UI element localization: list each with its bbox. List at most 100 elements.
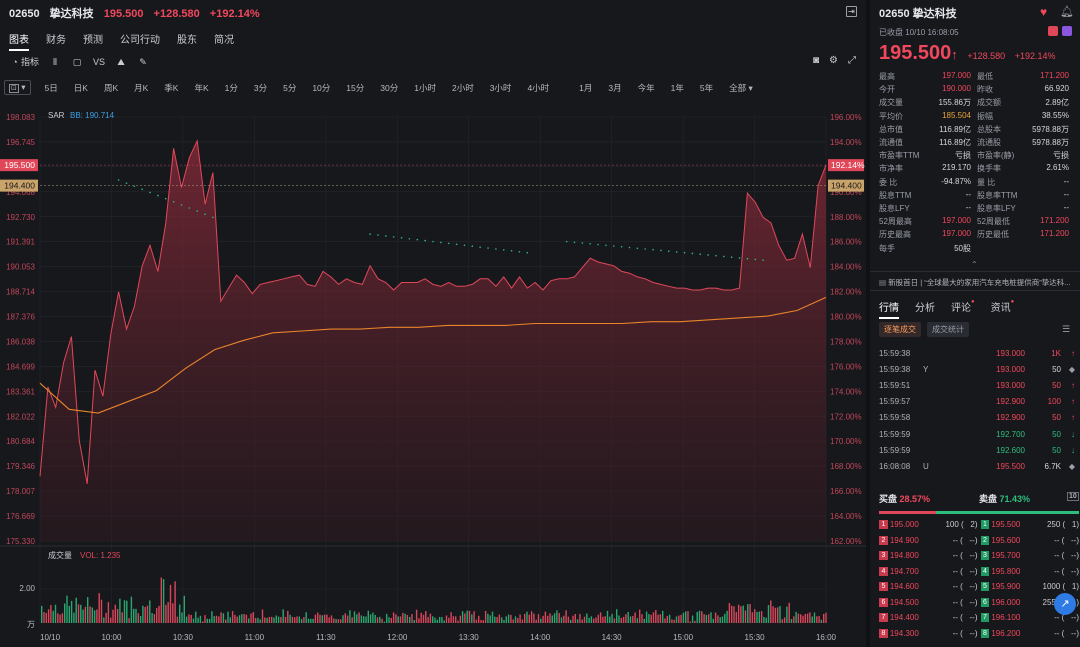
bid-price[interactable]: 194.700 xyxy=(889,566,919,576)
sar-dot xyxy=(636,247,639,250)
ask-price[interactable]: 195.500 xyxy=(991,520,1021,530)
favorite-heart-icon[interactable]: ♥ xyxy=(1040,5,1048,19)
range-3mo[interactable]: 3月 xyxy=(608,82,622,93)
volume-bar xyxy=(330,615,333,623)
period-4h[interactable]: 4小时 xyxy=(527,82,550,93)
range-1y[interactable]: 1年 xyxy=(670,82,684,93)
stat-value: 171.200 xyxy=(1040,71,1069,81)
tab-forecast[interactable]: 预测 xyxy=(83,35,103,46)
list-menu-icon[interactable]: ☰ xyxy=(1062,324,1071,334)
range-5y[interactable]: 5年 xyxy=(699,82,714,93)
range-all[interactable]: 全部 ▾ xyxy=(729,82,753,93)
bid-qty: -- ( --) xyxy=(952,613,978,623)
period-3m[interactable]: 3分 xyxy=(253,82,268,93)
bid-level: 3 xyxy=(879,551,888,561)
period-weekly[interactable]: 周K xyxy=(103,82,119,93)
price-chart[interactable]: 198.083196.745195.406194.068192.730191.3… xyxy=(0,100,866,647)
volume-bar xyxy=(404,613,406,623)
period-dropdown[interactable]: ⊡ ▾ xyxy=(4,80,31,95)
camera-icon[interactable]: ◙ xyxy=(812,55,820,66)
bid-price[interactable]: 195.000 xyxy=(889,520,919,530)
bid-price[interactable]: 194.400 xyxy=(889,613,919,623)
depth-level-button[interactable]: 10 xyxy=(1067,492,1079,501)
tab-corporate-actions[interactable]: 公司行动 xyxy=(120,35,160,46)
volume-bar xyxy=(254,618,257,623)
period-30m[interactable]: 30分 xyxy=(380,82,399,93)
volume-bar xyxy=(737,604,740,623)
volume-bar xyxy=(724,613,726,623)
bid-price[interactable]: 194.500 xyxy=(889,597,919,607)
tab-profile[interactable]: 简况 xyxy=(214,35,234,46)
bid-price[interactable]: 194.800 xyxy=(889,551,919,561)
ask-price[interactable]: 196.000 xyxy=(991,597,1021,607)
panel-divider[interactable] xyxy=(866,0,870,647)
share-float-button[interactable]: ↗ xyxy=(1054,593,1076,615)
ask-price[interactable]: 195.700 xyxy=(991,551,1021,561)
settings-icon[interactable]: ⚙ xyxy=(829,55,838,66)
subtab-tick[interactable]: 逐笔成交 xyxy=(879,322,921,337)
period-5d[interactable]: 5日 xyxy=(44,82,58,93)
candle-type-icon[interactable]: ⫴ xyxy=(53,56,57,67)
period-daily[interactable]: 日K xyxy=(73,82,88,93)
fullscreen-icon[interactable]: ⤢ xyxy=(848,55,856,66)
arrow-up-icon: ↑ xyxy=(1071,348,1075,358)
stat-cell: 最高 197.000 xyxy=(879,71,977,82)
ask-price[interactable]: 196.200 xyxy=(991,628,1021,638)
volume-bar xyxy=(779,606,781,623)
volume-bar xyxy=(363,616,365,623)
subtab-stats[interactable]: 成交统计 xyxy=(927,322,969,337)
sar-dot xyxy=(597,243,599,246)
y-tick-right: 168.00% xyxy=(830,462,862,471)
order-book-row: 2 194.900 -- ( --) 2 195.600 -- ( --) xyxy=(879,533,1079,549)
bell-icon[interactable]: 🔔︎ xyxy=(1060,6,1074,18)
ask-price[interactable]: 195.800 xyxy=(991,566,1021,576)
draw-pen-icon[interactable]: ✎ xyxy=(139,56,147,67)
period-quarterly[interactable]: 季K xyxy=(164,82,179,93)
volume-bar xyxy=(802,615,804,623)
stat-row: 每手 50股 xyxy=(879,241,1075,254)
volume-bar xyxy=(273,617,275,623)
tab-shareholders[interactable]: 股东 xyxy=(177,35,197,46)
period-yearly[interactable]: 年K xyxy=(194,82,209,93)
bid-price[interactable]: 194.300 xyxy=(889,628,919,638)
bid-price[interactable]: 194.600 xyxy=(889,582,919,592)
ask-price[interactable]: 195.600 xyxy=(991,535,1021,545)
period-10m[interactable]: 10分 xyxy=(312,82,331,93)
chevron-down-icon: ▾ xyxy=(748,82,753,93)
period-2h[interactable]: 2小时 xyxy=(451,82,474,93)
period-3h[interactable]: 3小时 xyxy=(489,82,512,93)
range-1mo[interactable]: 1月 xyxy=(579,82,593,93)
period-1m[interactable]: 1分 xyxy=(224,82,238,93)
compare-button[interactable]: VS xyxy=(93,56,106,67)
collapse-panel-icon[interactable]: ⇥ xyxy=(846,6,857,17)
bid-price[interactable]: 194.900 xyxy=(889,535,919,545)
stat-label: 股息率LFY xyxy=(977,203,1016,213)
volume-bar xyxy=(110,617,112,623)
period-1h[interactable]: 1小时 xyxy=(414,82,436,93)
tab-chart[interactable]: 图表 xyxy=(9,31,29,51)
square-icon[interactable]: ▢ xyxy=(72,56,82,67)
period-5m[interactable]: 5分 xyxy=(283,82,297,93)
trade-vol: 1K xyxy=(1051,348,1061,358)
indicators-button[interactable]: ◔ 指标 xyxy=(9,55,39,68)
ask-price[interactable]: 195.900 xyxy=(991,582,1021,592)
x-tick: 10/10 xyxy=(40,633,61,642)
tab-analysis[interactable]: 分析 xyxy=(915,303,935,314)
y-tick-left: 179.346 xyxy=(6,462,35,471)
ask-price[interactable]: 196.100 xyxy=(991,613,1021,623)
ask-level: 2 xyxy=(980,535,990,545)
volume-bar xyxy=(701,611,703,623)
tab-comments[interactable]: 评论● xyxy=(951,299,975,314)
tab-financials[interactable]: 财务 xyxy=(46,35,66,46)
collapse-chevron-icon[interactable]: ⌃ xyxy=(971,260,978,269)
range-ytd[interactable]: 今年 xyxy=(637,82,655,93)
volume-bar xyxy=(790,619,793,623)
volume-bar xyxy=(823,613,825,623)
tab-news[interactable]: 资讯● xyxy=(990,299,1015,314)
y-tick-left: 196.745 xyxy=(6,138,35,147)
news-ticker[interactable]: ▤ 新股首日 | “全球最大的家用汽车充电桩提供商”挚达科... xyxy=(879,278,1071,287)
tab-market[interactable]: 行情 xyxy=(879,299,899,319)
period-monthly[interactable]: 月K xyxy=(134,82,149,93)
image-icon[interactable]: ⛰ xyxy=(117,56,125,67)
period-15m[interactable]: 15分 xyxy=(346,82,365,93)
